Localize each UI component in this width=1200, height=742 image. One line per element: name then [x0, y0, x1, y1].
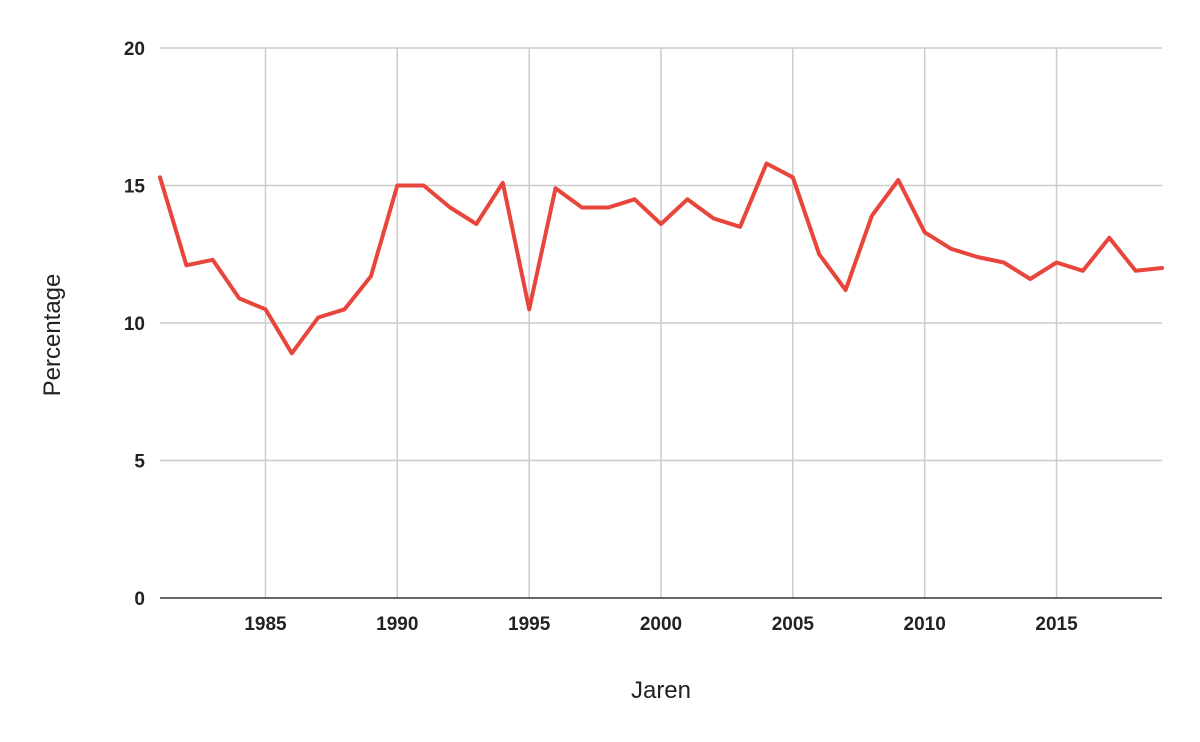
- y-tick-label: 20: [124, 39, 145, 60]
- series-line: [158, 161, 1164, 356]
- x-tick-label: 2015: [1035, 614, 1078, 635]
- x-axis-ticks: 1985 1990 1995 2000 2005 2010 2015: [244, 614, 1078, 635]
- x-axis-title: Jaren: [631, 677, 691, 704]
- y-tick-label: 5: [134, 452, 145, 473]
- y-tick-label: 0: [134, 589, 145, 610]
- x-tick-label: 1985: [244, 614, 287, 635]
- y-axis-title: Percentage: [39, 274, 66, 397]
- x-tick-label: 2005: [772, 614, 815, 635]
- grid: [160, 47, 1162, 599]
- x-tick-label: 2010: [904, 614, 946, 635]
- series-layer: [158, 161, 1164, 356]
- x-tick-label: 1990: [376, 614, 418, 635]
- y-axis-ticks: 0 5 10 15 20: [124, 39, 146, 610]
- y-tick-label: 15: [124, 177, 146, 198]
- x-tick-label: 1995: [508, 614, 551, 635]
- x-tick-label: 2000: [640, 614, 682, 635]
- y-tick-label: 10: [124, 314, 145, 335]
